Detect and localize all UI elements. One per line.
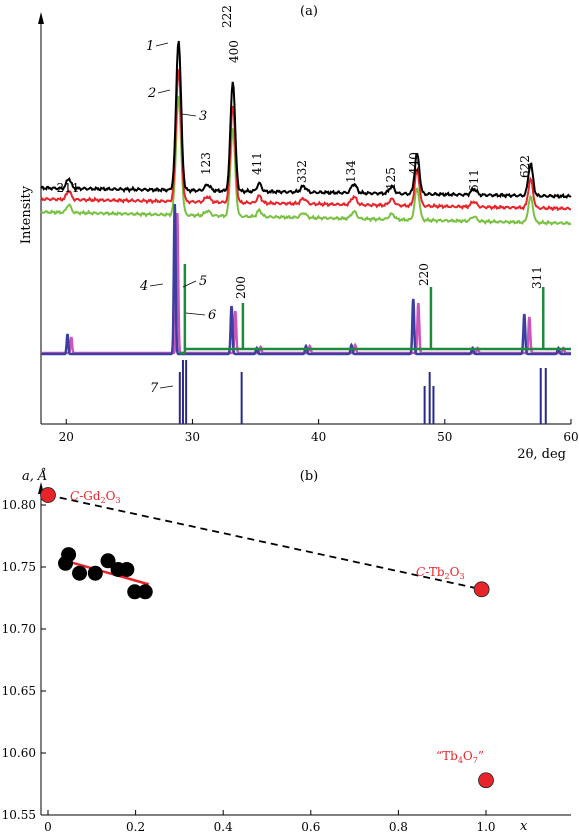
peak-label: 222: [220, 5, 234, 28]
curve-label-leader: [181, 113, 197, 117]
y-tick-label-b: 10.55: [2, 808, 36, 822]
x-tick-label-a: 60: [563, 430, 578, 444]
panel-a-series: [40, 40, 572, 424]
curve-label-5: 5: [199, 274, 207, 289]
data-point: [72, 565, 88, 581]
peak-label: 134: [344, 160, 358, 183]
x-tick-label-a: 40: [311, 430, 326, 444]
curve-label-leader: [149, 283, 164, 287]
curve-label-2: 2: [147, 86, 156, 101]
peak-label: 123: [199, 152, 213, 175]
x-tick-label-a: 30: [185, 430, 200, 444]
curve-label-1: 1: [146, 39, 154, 54]
series-2-curve: [40, 69, 572, 212]
x-tick-label-b: 0.2: [126, 820, 145, 834]
series-4-curve: [41, 203, 571, 356]
panel-b-label: (b): [300, 469, 318, 484]
data-point: [87, 565, 103, 581]
y-tick-label-b: 10.60: [2, 746, 36, 760]
reference-point: [478, 772, 494, 789]
x-tick-label-b: 0.8: [389, 820, 408, 834]
curve-label-leader: [155, 42, 169, 47]
peak-label: 311: [530, 266, 544, 289]
curve-label-7: 7: [150, 381, 159, 396]
fit-line: [65, 559, 150, 586]
label-c-gd2o3: C-Gd2O3: [70, 489, 121, 505]
axis-a-ticks: 20 30 40 50 60: [59, 419, 579, 444]
label-c-tb2o3: C-Tb2O3: [416, 565, 465, 581]
curve-label-leader: [185, 312, 206, 316]
peak-label: 611: [467, 169, 481, 192]
peak-label: 332: [295, 160, 309, 183]
axis-b-xlabel: x: [520, 819, 528, 834]
y-tick-label-b: 10.75: [2, 560, 36, 574]
y-tick-label-b: 10.80: [2, 498, 36, 512]
axis-a-y-arrow: [38, 12, 44, 24]
peak-label: 622: [518, 155, 532, 178]
data-point: [61, 547, 77, 563]
x-tick-label-b: 0.6: [301, 820, 320, 834]
curve-label-leader: [182, 280, 197, 288]
series-1-curve: [40, 40, 572, 199]
panel-a-label: (a): [300, 4, 318, 19]
peak-label: 220: [417, 263, 431, 286]
x-tick-label-a: 50: [437, 430, 452, 444]
axis-a-xlabel: 2θ, deg: [517, 447, 566, 462]
peak-label: 211: [57, 181, 80, 195]
axis-b-ticks: 0 0.2 0.4 0.6 0.8 1.0 10.55 10.60 10.65 10.70 10.7…: [2, 498, 496, 834]
data-point: [119, 561, 135, 577]
y-tick-label-b: 10.70: [2, 622, 36, 636]
data-point: [100, 553, 116, 569]
data-point: [127, 584, 143, 600]
curve-label-leader: [159, 385, 174, 389]
series-3-curve: [40, 96, 572, 226]
reference-point: [473, 581, 490, 598]
peak-label: 411: [250, 152, 264, 175]
curve-label-3: 3: [199, 109, 207, 124]
peak-label: 440: [407, 152, 421, 175]
curve-label-6: 6: [208, 308, 216, 323]
x-tick-label-b: 1.0: [476, 820, 495, 834]
dashed-trend-line: [47, 494, 482, 591]
series-6-curve: [41, 212, 571, 355]
peak-label: 400: [227, 40, 241, 63]
curve-label-4: 4: [139, 279, 148, 294]
data-point: [137, 584, 153, 600]
y-tick-label-b: 10.65: [2, 684, 36, 698]
curve-label-leader: [157, 89, 171, 94]
peak-label: 125: [384, 167, 398, 190]
panel-b-points: [40, 487, 494, 789]
label-tb4o7: “Tb4O7”: [436, 749, 484, 765]
axis-a-ylabel: Intensity: [19, 185, 34, 244]
panel-b: (b) a, Å x 0 0.2 0.4 0.6 0.8 1.0 10.55 10.60 10.…: [2, 468, 571, 834]
reference-point: [40, 487, 56, 503]
x-tick-label-b: 0.4: [214, 820, 233, 834]
x-tick-label-b: 0: [44, 820, 52, 834]
panel-b-lines: [47, 494, 482, 591]
panel-a: (a) Intensity 2θ, deg 20 30 40 50 60 211 222 1…: [19, 4, 579, 462]
x-tick-label-a: 20: [59, 430, 74, 444]
axis-b-ylabel: a, Å: [22, 468, 47, 484]
peak-label: 200: [234, 276, 248, 299]
series-5-curve: [179, 264, 571, 355]
